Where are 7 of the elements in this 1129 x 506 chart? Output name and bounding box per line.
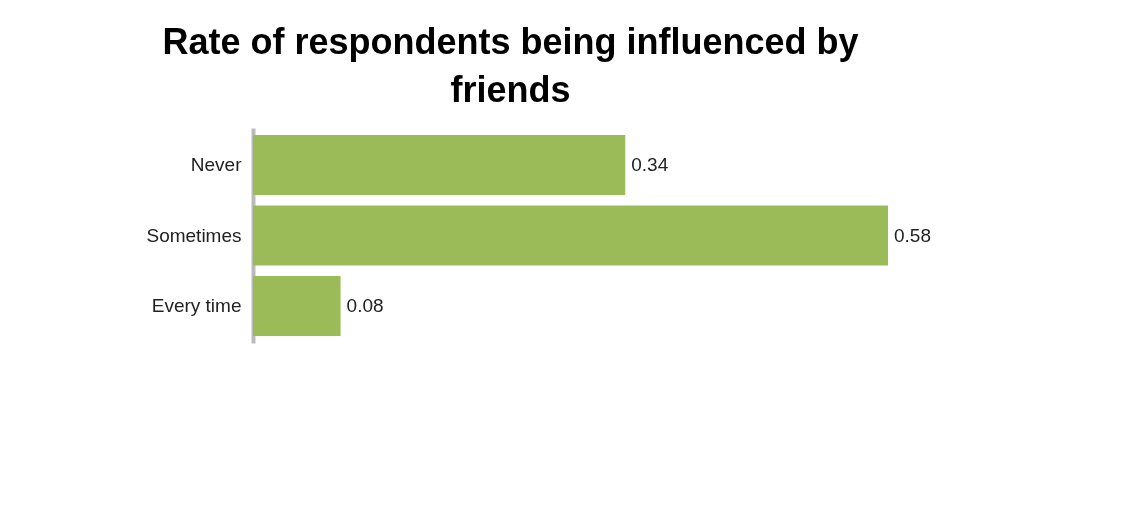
chart-title: Rate of respondents being influenced by friends [162, 21, 859, 110]
y-tick-label: Every time [151, 294, 242, 316]
y-tick-label: Never [190, 154, 243, 176]
data-label: 0.58 [894, 224, 931, 246]
data-label: 0.08 [346, 294, 384, 316]
y-tick-label: Sometimes [146, 224, 242, 246]
data-label: 0.34 [631, 154, 669, 176]
